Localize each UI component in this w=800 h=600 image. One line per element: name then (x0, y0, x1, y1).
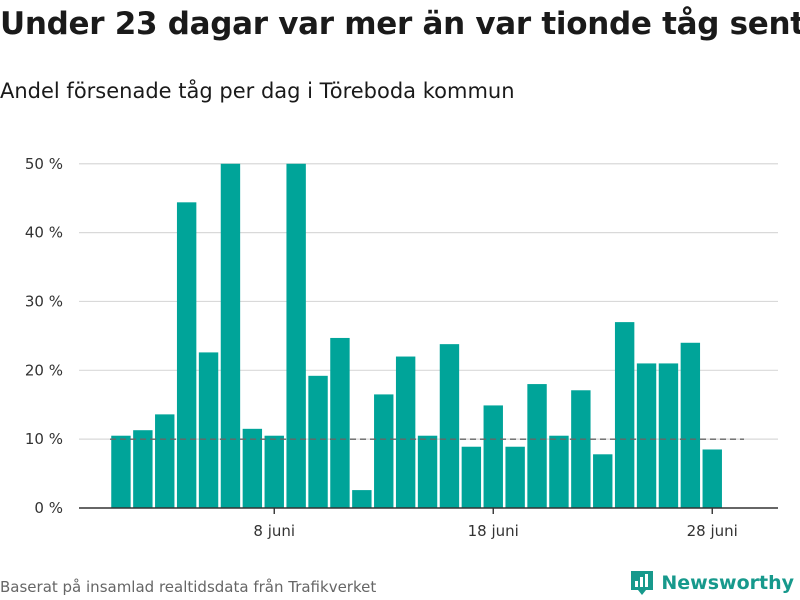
bar (571, 390, 591, 508)
bar (286, 163, 306, 508)
y-tick-label: 40 % (25, 224, 63, 242)
bar (176, 202, 197, 509)
source-note: Baserat på insamlad realtidsdata från Tr… (0, 578, 377, 596)
bar (680, 342, 701, 508)
bar (417, 435, 438, 508)
chart-title: Under 23 dagar var mer än var tionde tåg… (0, 6, 800, 42)
bar (242, 428, 263, 508)
bars (111, 163, 722, 509)
brand-name: Newsworthy (661, 572, 794, 594)
y-tick-label: 50 % (25, 155, 63, 173)
bar (505, 446, 525, 508)
bar (439, 344, 460, 508)
bar (352, 490, 372, 508)
bar (111, 435, 131, 508)
bar (527, 384, 547, 508)
chart-subtitle: Andel försenade tåg per dag i Töreboda k… (0, 79, 515, 103)
newsworthy-logo-icon (631, 571, 654, 595)
bar (614, 322, 635, 508)
bar (133, 430, 153, 508)
bar (461, 446, 482, 508)
axes: 0 % 10 % 20 % 30 % 40 % 50 % 8 juni 18 juni 28 j… (25, 155, 778, 540)
bar (395, 356, 416, 508)
y-tick-label: 20 % (25, 361, 63, 379)
bar (636, 363, 657, 508)
bar (593, 454, 613, 508)
y-tick-label: 30 % (25, 292, 63, 310)
bar (308, 375, 328, 508)
bar (549, 435, 569, 508)
x-tick-label: 28 juni (687, 522, 738, 540)
bar (155, 414, 175, 508)
bar (198, 352, 219, 508)
bar (374, 394, 394, 508)
bar (330, 337, 350, 508)
bar (264, 435, 284, 508)
bar (220, 163, 241, 508)
bar (658, 363, 679, 508)
x-tick-label: 8 juni (253, 522, 295, 540)
y-tick-label: 10 % (25, 430, 63, 448)
bar (483, 405, 503, 508)
brand-logo[interactable]: Newsworthy (629, 569, 794, 597)
x-tick-label: 18 juni (468, 522, 519, 540)
bar (702, 449, 722, 508)
y-tick-label: 0 % (34, 499, 63, 517)
